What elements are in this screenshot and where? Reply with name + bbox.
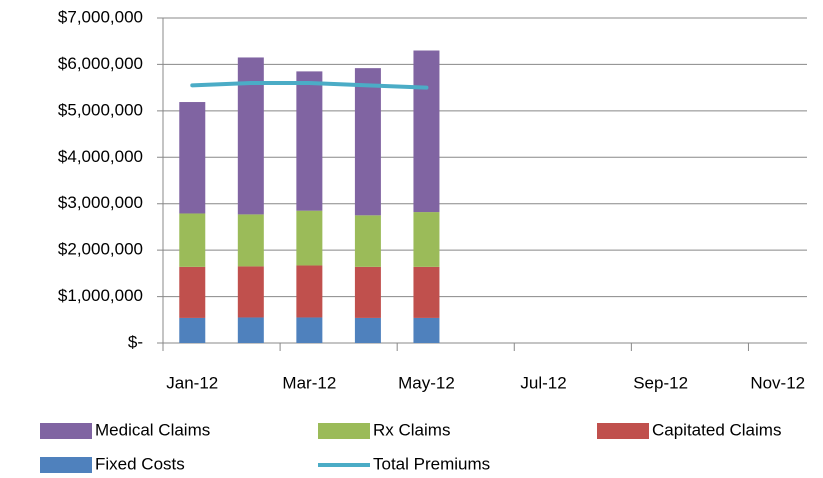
legend-swatch <box>40 423 92 439</box>
y-tick-label: $7,000,000 <box>58 7 143 26</box>
legend-label: Total Premiums <box>373 454 490 473</box>
y-tick-label: $3,000,000 <box>58 193 143 212</box>
bar-segment <box>296 265 323 318</box>
y-tick-label: $1,000,000 <box>58 286 143 305</box>
x-tick-label: Mar-12 <box>282 373 336 392</box>
bar-segment <box>413 212 440 267</box>
bar-segment <box>413 50 440 213</box>
x-tick-label: Sep-12 <box>633 373 688 392</box>
bar-segment <box>179 266 206 318</box>
bar-segment <box>354 266 381 318</box>
bar-segment <box>237 317 264 343</box>
y-tick-label: $- <box>128 332 143 351</box>
bar-segment <box>413 317 440 343</box>
legend-label: Rx Claims <box>373 420 450 439</box>
bar-segment <box>179 102 206 214</box>
y-tick-label: $4,000,000 <box>58 147 143 166</box>
x-tick-label: Jan-12 <box>166 373 218 392</box>
bar-segment <box>179 317 206 343</box>
legend-swatch <box>318 423 370 439</box>
bar-segment <box>237 214 264 267</box>
bar-segment <box>296 71 323 211</box>
x-tick-label: May-12 <box>398 373 455 392</box>
y-tick-label: $6,000,000 <box>58 54 143 73</box>
bar-segment <box>354 68 381 216</box>
legend-label: Capitated Claims <box>652 420 781 439</box>
bar-segment <box>296 317 323 343</box>
legend-swatch <box>40 457 92 473</box>
bar-segment <box>354 317 381 343</box>
y-tick-label: $2,000,000 <box>58 240 143 259</box>
legend-label: Fixed Costs <box>95 454 185 473</box>
bar-segment <box>237 266 264 318</box>
bar-segment <box>413 266 440 318</box>
x-tick-label: Jul-12 <box>520 373 566 392</box>
legend-label: Medical Claims <box>95 420 210 439</box>
bar-segment <box>354 215 381 267</box>
bar-segment <box>296 210 323 266</box>
y-tick-label: $5,000,000 <box>58 100 143 119</box>
x-tick-label: Nov-12 <box>750 373 805 392</box>
line <box>190 81 429 90</box>
bar-segment <box>179 213 206 267</box>
legend-swatch <box>597 423 649 439</box>
